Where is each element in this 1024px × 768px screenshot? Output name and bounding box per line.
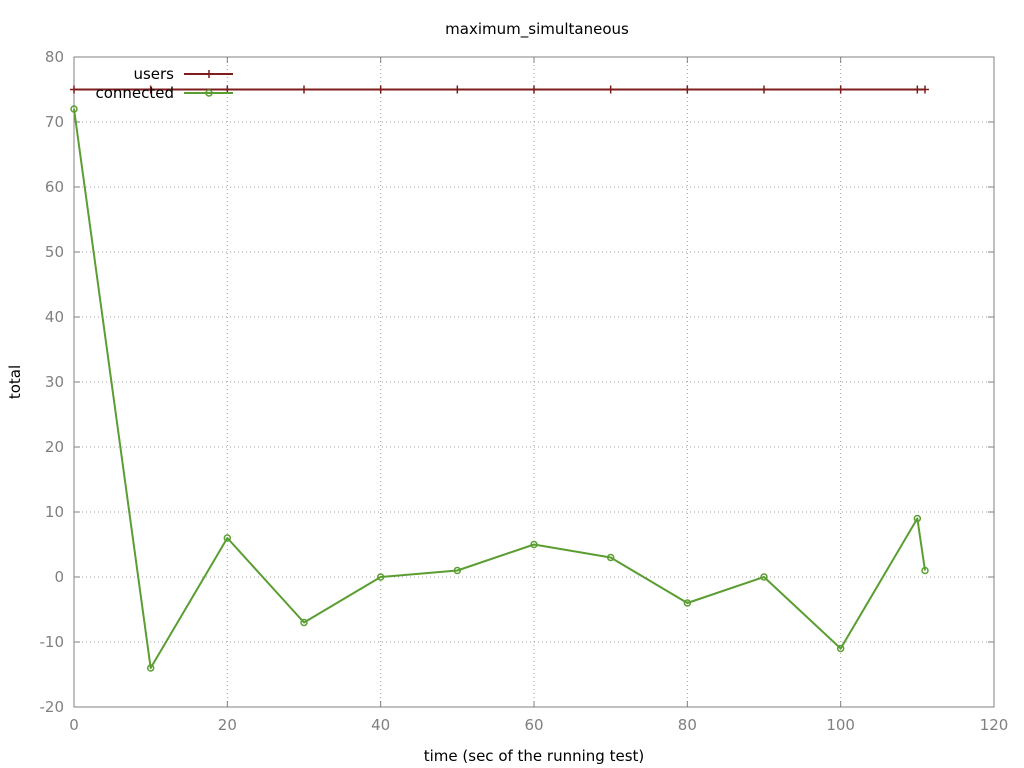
data-point-users (606, 85, 615, 94)
x-tick-label: 40 (371, 716, 390, 734)
data-point-connected (530, 540, 538, 549)
y-tick-label: 30 (45, 373, 64, 391)
y-tick-label: 40 (45, 308, 64, 326)
y-tick-label: -10 (40, 633, 65, 651)
data-point-connected (683, 599, 692, 607)
x-tick-label: 20 (218, 716, 237, 734)
data-point-connected (146, 664, 155, 672)
data-point-users (921, 85, 929, 94)
data-point-users (683, 85, 692, 94)
x-tick-label: 80 (678, 716, 697, 734)
data-point-connected (453, 566, 462, 575)
axis-ticks: 0 20 40 60 80 100 120 -20 -10 0 10 20 30 40 50 60 70 80 (40, 48, 1009, 734)
series-connected (70, 105, 929, 672)
legend-label: connected (95, 84, 174, 102)
data-point-users (453, 85, 462, 94)
data-point-users (836, 85, 845, 94)
y-tick-label: 80 (45, 48, 64, 66)
y-tick-label: 20 (45, 438, 64, 456)
data-point-connected (760, 573, 768, 581)
data-point-connected (606, 553, 615, 562)
data-point-users (146, 85, 155, 94)
x-tick-label: 60 (524, 716, 543, 734)
data-point-users (70, 85, 78, 94)
data-point-users (530, 85, 538, 94)
y-tick-label: 10 (45, 503, 64, 521)
y-tick-label: -20 (40, 698, 65, 716)
data-point-users (300, 85, 308, 94)
data-point-connected (223, 534, 232, 542)
y-tick-label: 60 (45, 178, 64, 196)
y-axis-label: total (6, 365, 24, 399)
legend-marker (205, 89, 213, 97)
x-tick-label: 0 (69, 716, 79, 734)
x-tick-label: 120 (980, 716, 1009, 734)
data-point-connected (836, 644, 845, 653)
x-tick-label: 100 (826, 716, 855, 734)
y-tick-label: 70 (45, 113, 64, 131)
series-layer (70, 85, 929, 672)
data-point-connected (921, 566, 929, 575)
data-point-users (913, 85, 922, 94)
y-tick-label: 50 (45, 243, 64, 261)
data-point-connected (913, 514, 922, 523)
y-tick-label: 0 (54, 568, 64, 586)
legend-marker (205, 70, 213, 78)
data-point-users (760, 85, 768, 94)
x-axis-label: time (sec of the running test) (424, 747, 645, 765)
data-point-connected (376, 573, 385, 581)
legend-label: users (133, 65, 174, 83)
data-point-connected (300, 618, 308, 627)
grid (74, 57, 994, 707)
series-line-connected (73, 108, 926, 669)
chart-title: maximum_simultaneous (445, 20, 629, 39)
data-point-users (376, 85, 385, 94)
data-point-connected (70, 105, 78, 113)
